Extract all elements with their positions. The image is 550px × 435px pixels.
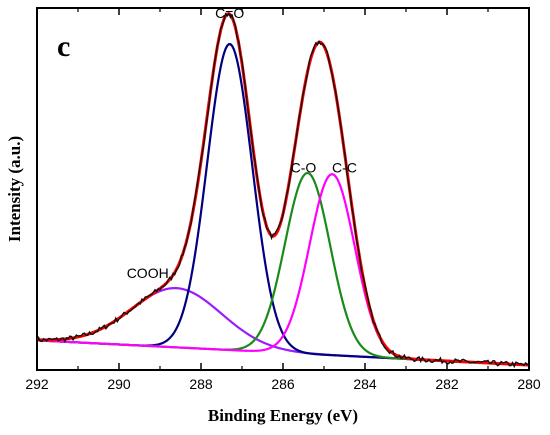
fit-components [36,43,530,367]
x-tick-label: 292 [25,376,49,392]
peak-labels: C=O C-O C-C COOH [127,5,357,281]
x-tick-label: 286 [271,376,295,392]
panel-label: c [57,30,70,63]
component-c-c [36,173,530,367]
component-cooh [36,286,530,367]
x-axis-title: Binding Energy (eV) [208,406,358,425]
plot-frame [36,7,530,371]
peak-label-cooh: COOH [127,265,169,281]
envelope-layer [36,12,530,367]
peak-label-c-o: C-O [291,160,317,176]
raw-spectrum-line [36,12,530,369]
peak-label-c-o: C=O [215,5,244,21]
peak-label-c-c: C-C [332,160,357,176]
x-tick-label: 284 [353,376,377,392]
y-axis-title: Intensity (a.u.) [5,136,24,242]
component-c-o [36,43,530,367]
envelope-fit-line [36,12,530,367]
raw-data-layer [36,12,530,369]
x-tick-label: 282 [435,376,459,392]
x-tick-label: 280 [517,376,541,392]
x-axis-ticks: 292 290 288 286 284 282 280 [25,8,541,392]
x-tick-label: 288 [189,376,213,392]
x-tick-label: 290 [107,376,131,392]
